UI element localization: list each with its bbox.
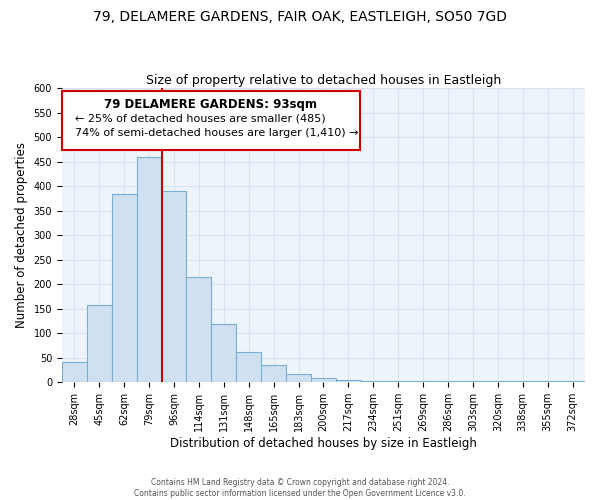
Bar <box>161 191 187 382</box>
Text: ← 25% of detached houses are smaller (485): ← 25% of detached houses are smaller (48… <box>75 113 326 123</box>
Text: 79 DELAMERE GARDENS: 93sqm: 79 DELAMERE GARDENS: 93sqm <box>104 98 317 112</box>
Bar <box>137 157 161 382</box>
Bar <box>112 194 137 382</box>
X-axis label: Distribution of detached houses by size in Eastleigh: Distribution of detached houses by size … <box>170 437 477 450</box>
Bar <box>261 365 286 382</box>
Bar <box>361 381 386 382</box>
Bar <box>87 305 112 382</box>
Text: 74% of semi-detached houses are larger (1,410) →: 74% of semi-detached houses are larger (… <box>75 128 358 138</box>
FancyBboxPatch shape <box>62 91 360 150</box>
Bar <box>311 378 336 382</box>
Bar <box>286 374 311 382</box>
Bar <box>211 324 236 382</box>
Y-axis label: Number of detached properties: Number of detached properties <box>15 142 28 328</box>
Bar <box>62 362 87 382</box>
Title: Size of property relative to detached houses in Eastleigh: Size of property relative to detached ho… <box>146 74 501 87</box>
Bar <box>187 277 211 382</box>
Bar <box>236 352 261 382</box>
Text: Contains HM Land Registry data © Crown copyright and database right 2024.
Contai: Contains HM Land Registry data © Crown c… <box>134 478 466 498</box>
Bar <box>336 380 361 382</box>
Text: 79, DELAMERE GARDENS, FAIR OAK, EASTLEIGH, SO50 7GD: 79, DELAMERE GARDENS, FAIR OAK, EASTLEIG… <box>93 10 507 24</box>
